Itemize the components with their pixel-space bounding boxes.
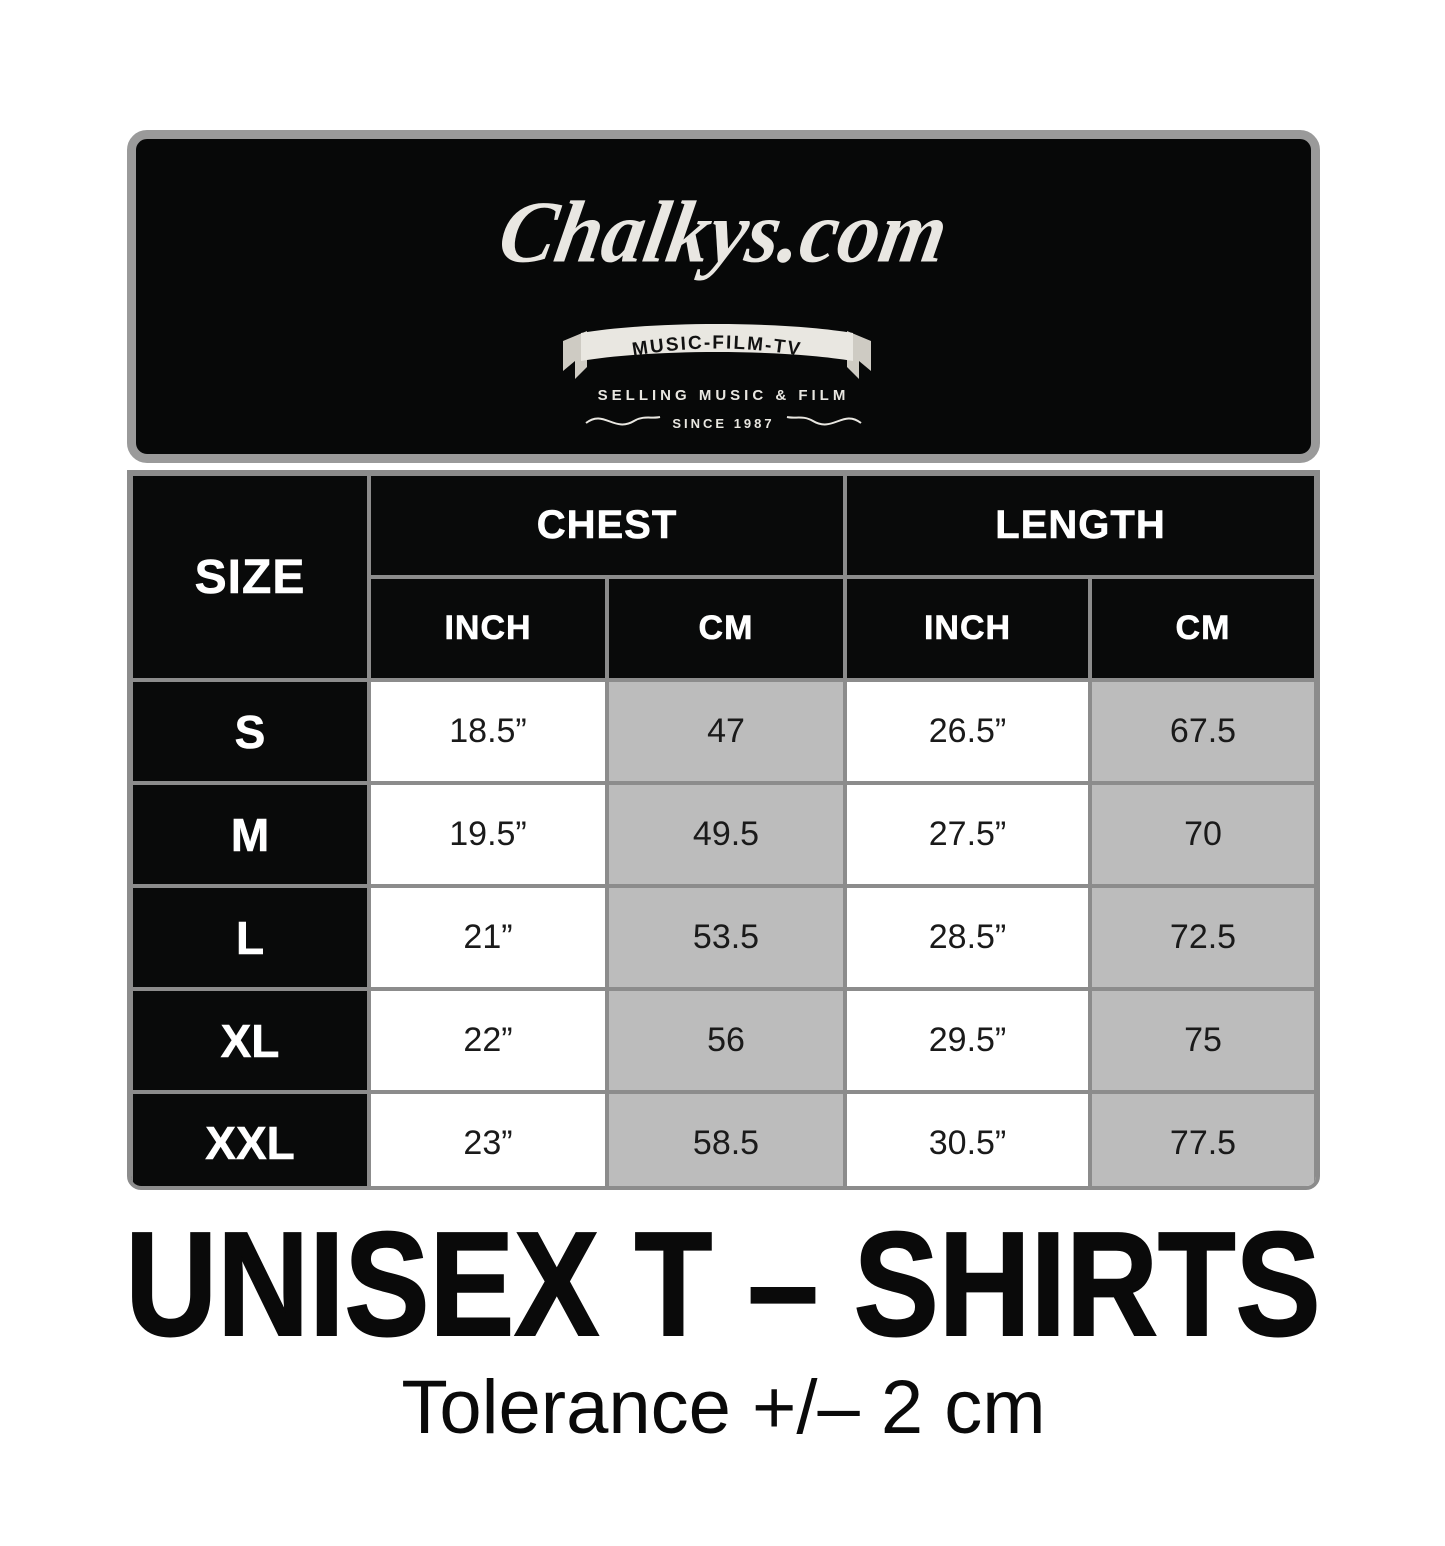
- svg-text:MUSIC-FILM-TV: MUSIC-FILM-TV: [631, 332, 804, 360]
